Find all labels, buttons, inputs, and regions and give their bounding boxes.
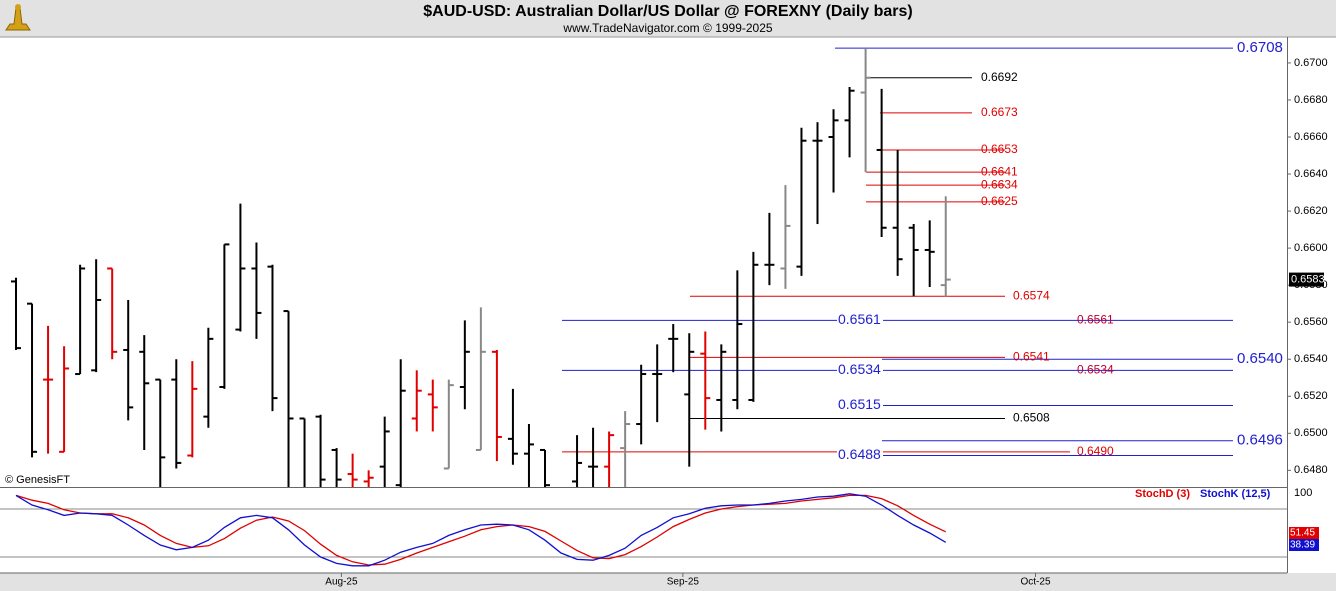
level-label: 0.6653 xyxy=(981,142,1018,156)
legend-entry: StochD (3) xyxy=(1135,488,1190,500)
level-label: 0.6561 xyxy=(1077,313,1114,327)
y-tick-label: 0.6600 xyxy=(1294,242,1328,254)
y-tick-label: 0.6680 xyxy=(1294,94,1328,106)
stoch-line xyxy=(15,494,946,566)
y-tick-label: 0.6620 xyxy=(1294,205,1328,217)
y-tick-label: 0.6480 xyxy=(1294,464,1328,476)
y-tick-label: 0.6660 xyxy=(1294,131,1328,143)
level-label: 0.6488 xyxy=(838,446,881,462)
level-label: 0.6673 xyxy=(981,105,1018,119)
last-value-box xyxy=(1289,527,1319,539)
last-value-label: 38.39 xyxy=(1290,540,1315,551)
date-band xyxy=(0,573,1336,591)
axes: 0.64800.65000.65200.65400.65600.65800.66… xyxy=(325,39,1327,588)
stoch-line xyxy=(15,493,947,567)
x-tick-label: Sep-25 xyxy=(667,577,700,588)
x-tick-label: Aug-25 xyxy=(325,577,358,588)
y-tick-label: 0.6700 xyxy=(1294,57,1328,69)
level-label: 0.6496 xyxy=(1237,432,1283,449)
price-panel xyxy=(11,47,1233,487)
y-tick-label: 0.6520 xyxy=(1294,390,1328,402)
level-label: 0.6534 xyxy=(1077,363,1114,377)
level-label-bg xyxy=(837,397,883,414)
chart-subtitle: www.TradeNavigator.com © 1999-2025 xyxy=(562,21,772,35)
level-label: 0.6574 xyxy=(1013,288,1050,302)
level-label: 0.6508 xyxy=(1013,411,1050,425)
level-label: 0.6541 xyxy=(1013,350,1050,364)
last-value-label: 0.6583 xyxy=(1291,273,1325,285)
level-label: 0.6515 xyxy=(838,396,881,412)
level-label-bg xyxy=(837,362,883,379)
chart-title: $AUD-USD: Australian Dollar/US Dollar @ … xyxy=(423,3,912,20)
level-label: 0.6540 xyxy=(1237,350,1283,367)
last-value-label: 51.45 xyxy=(1290,528,1315,539)
stoch-panel xyxy=(0,493,1287,567)
last-value-box xyxy=(1289,272,1324,287)
level-label: 0.6534 xyxy=(838,361,881,377)
x-tick-label: Oct-25 xyxy=(1021,577,1051,588)
y-tick-label: 0.6540 xyxy=(1294,353,1328,365)
logo xyxy=(5,4,31,31)
level-label-bg xyxy=(837,447,883,464)
y-tick-label: 0.6560 xyxy=(1294,316,1328,328)
level-label: 0.6625 xyxy=(981,194,1018,208)
y-tick-label: 0.6500 xyxy=(1294,427,1328,439)
watermark: © GenesisFT xyxy=(5,474,70,486)
legend-entry: StochK (12,5) xyxy=(1200,488,1271,500)
last-value-box xyxy=(1289,539,1319,551)
level-label: 0.6490 xyxy=(1077,444,1114,458)
level-label-bg xyxy=(837,312,883,329)
level-label: 0.6561 xyxy=(838,311,881,327)
header-band xyxy=(0,0,1336,37)
level-label: 0.6708 xyxy=(1237,39,1283,56)
axis-band xyxy=(1287,37,1336,573)
level-label: 0.6634 xyxy=(981,177,1018,191)
level-label: 0.6692 xyxy=(981,70,1018,84)
y-tick-label: 0.6640 xyxy=(1294,168,1328,180)
level-label: 0.6641 xyxy=(981,164,1018,178)
y-tick-label: 100 xyxy=(1294,487,1312,499)
